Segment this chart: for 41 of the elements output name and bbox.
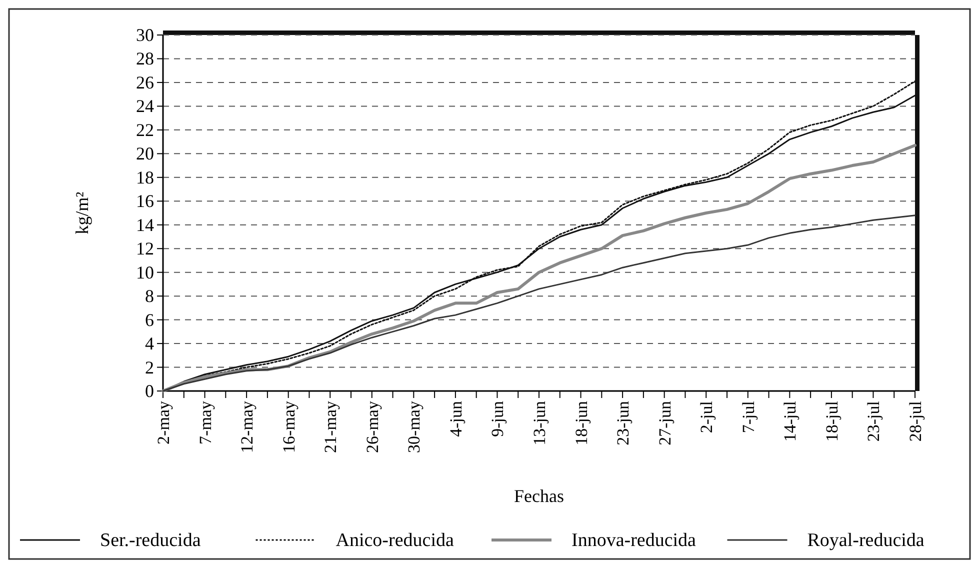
x-tick-label: 26-may — [362, 400, 382, 453]
x-tick-label: 30-may — [404, 400, 424, 453]
y-axis-title: kg/m² — [72, 192, 92, 234]
x-axis-title: Fechas — [514, 486, 564, 506]
x-tick-label: 7-may — [196, 400, 215, 444]
y-tick-label: 8 — [145, 286, 154, 306]
y-tick-label: 10 — [136, 262, 154, 282]
y-tick-label: 0 — [145, 381, 154, 401]
legend-label: Royal-reducida — [807, 530, 925, 551]
x-tick-label: 21-may — [321, 400, 340, 453]
x-tick-label: 13-jun — [530, 400, 549, 446]
y-tick-label: 14 — [136, 214, 154, 235]
x-tick-label: 27-jun — [655, 400, 674, 446]
legend-label: Innova-reducida — [572, 530, 697, 551]
y-tick-label: 2 — [145, 357, 154, 378]
y-tick-label: 22 — [136, 120, 154, 140]
y-tick-label: 26 — [136, 72, 154, 92]
x-tick-label: 16-may — [279, 400, 298, 453]
legend-label: Ser.-reducida — [100, 530, 202, 551]
x-tick-label: 14-jul — [780, 400, 800, 442]
y-tick-label: 28 — [136, 48, 154, 69]
y-tick-label: 4 — [145, 334, 154, 354]
x-tick-label: 18-jun — [572, 400, 591, 446]
y-tick-label: 20 — [136, 144, 154, 164]
y-tick-label: 6 — [145, 310, 154, 330]
y-tick-label: 30 — [136, 25, 154, 45]
x-tick-label: 23-jun — [614, 400, 633, 446]
x-tick-label: 18-jul — [822, 400, 842, 442]
x-tick-label: 4-jun — [446, 400, 466, 437]
x-tick-label: 7-jul — [738, 400, 758, 434]
x-tick-label: 28-jul — [906, 400, 925, 442]
x-tick-label: 9-jun — [488, 400, 508, 437]
y-tick-label: 12 — [136, 238, 154, 259]
x-tick-label: 23-jul — [864, 400, 884, 442]
x-tick-label: 2-jul — [697, 400, 716, 434]
y-tick-label: 18 — [136, 167, 154, 188]
y-tick-label: 24 — [136, 96, 154, 116]
legend-label: Anico-reducida — [336, 530, 454, 551]
x-tick-label: 2-may — [154, 400, 173, 444]
x-tick-label: 12-may — [238, 400, 257, 453]
y-tick-label: 16 — [136, 191, 154, 212]
